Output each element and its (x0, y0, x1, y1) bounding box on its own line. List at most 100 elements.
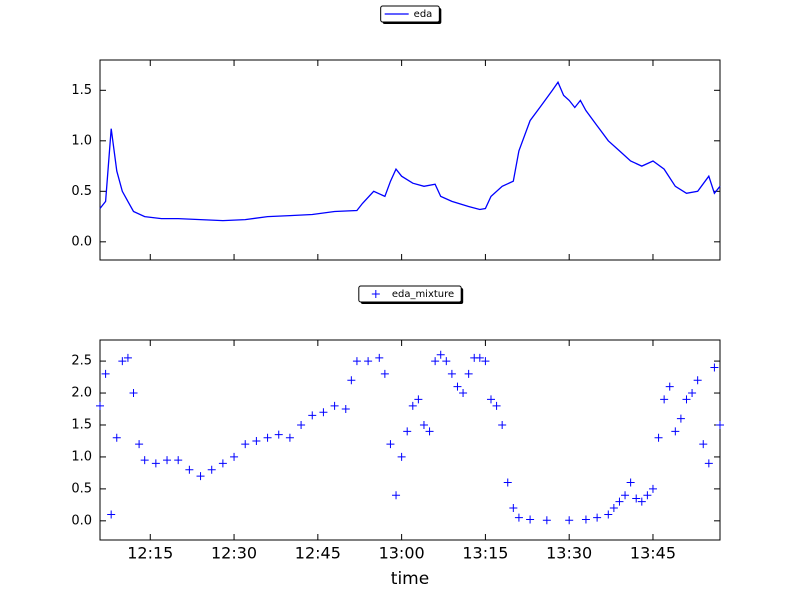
data-point (107, 510, 116, 519)
data-point (207, 465, 216, 474)
data-point (632, 494, 641, 503)
data-point (693, 376, 702, 385)
subplot: 0.0 0.5 1.0 1.5 (71, 59, 721, 261)
data-point (151, 459, 160, 468)
data-point (453, 382, 462, 391)
data-point (704, 459, 713, 468)
data-point (648, 484, 657, 493)
y-tick-label: 0.5 (71, 481, 92, 496)
data-point (386, 440, 395, 449)
data-point (135, 440, 144, 449)
subplot: 0.0 0.5 1.0 1.5 2.0 2.5 12:15 12:30 12:45 13:00 13… (71, 339, 724, 589)
data-point (643, 491, 652, 500)
data-point (347, 376, 356, 385)
data-point (660, 395, 669, 404)
y-tick-label: 1.5 (71, 83, 92, 98)
data-point (96, 401, 104, 410)
data-point (330, 401, 339, 410)
data-point (380, 369, 389, 378)
y-tick-label: 2.5 (71, 354, 92, 369)
x-tick-label: 13:00 (379, 544, 425, 563)
data-point (654, 433, 663, 442)
data-point (481, 357, 490, 366)
data-point (285, 433, 294, 442)
data-point (492, 401, 501, 410)
data-point (447, 369, 456, 378)
data-point (252, 436, 261, 445)
data-point (319, 408, 328, 417)
data-point (581, 515, 590, 524)
data-point (297, 420, 306, 429)
data-point (364, 357, 373, 366)
legend-label: eda_mixture (392, 289, 454, 300)
data-point (118, 357, 127, 366)
data-point (425, 427, 434, 436)
data-point (101, 369, 110, 378)
x-tick-label: 12:15 (127, 544, 173, 563)
data-point (459, 389, 468, 398)
data-point (174, 456, 183, 465)
data-point (615, 497, 624, 506)
data-point (464, 369, 473, 378)
data-point (274, 430, 283, 439)
y-tick-label: 1.5 (71, 417, 92, 432)
data-point (230, 452, 239, 461)
data-point (637, 497, 646, 506)
data-point (593, 513, 602, 522)
data-point (514, 513, 523, 522)
data-point (112, 433, 121, 442)
y-tick-label: 1.0 (71, 449, 92, 464)
data-point (526, 515, 535, 524)
data-point (604, 510, 613, 519)
x-tick-label: 13:15 (462, 544, 508, 563)
data-point (263, 433, 272, 442)
data-point (676, 414, 685, 423)
data-point (123, 353, 132, 362)
data-point (688, 389, 697, 398)
legend-label: eda (414, 9, 433, 20)
data-point (375, 353, 384, 362)
data-point (716, 420, 724, 429)
data-point (185, 465, 194, 474)
data-point (626, 478, 635, 487)
data-point (699, 440, 708, 449)
data-point (431, 357, 440, 366)
data-point (671, 427, 680, 436)
legend-marker (371, 290, 380, 298)
data-point (503, 478, 512, 487)
y-tick-label: 0.0 (71, 234, 92, 249)
data-point (218, 459, 227, 468)
data-point (436, 350, 445, 359)
y-tick-label: 2.0 (71, 386, 92, 401)
data-point (352, 357, 361, 366)
data-point (140, 456, 149, 465)
data-point (196, 472, 205, 481)
plot-area (99, 339, 721, 541)
data-point (408, 401, 417, 410)
legend-box (358, 285, 462, 303)
data-point (621, 491, 630, 500)
data-point (565, 516, 574, 525)
data-point (442, 357, 451, 366)
y-tick-label: 0.5 (71, 184, 92, 199)
x-tick-label: 13:30 (546, 544, 592, 563)
x-tick-label: 12:45 (295, 544, 341, 563)
data-point (498, 420, 507, 429)
data-point (392, 491, 401, 500)
plot-area (99, 59, 721, 261)
data-point (682, 395, 691, 404)
legend-box (380, 5, 440, 23)
data-point (710, 363, 719, 372)
legend: eda (380, 5, 442, 24)
data-point (397, 452, 406, 461)
data-line (99, 80, 721, 222)
x-axis-label: time (391, 569, 429, 589)
data-point (509, 504, 518, 513)
y-tick-label: 0.0 (71, 513, 92, 528)
y-tick-label: 1.0 (71, 133, 92, 148)
data-point (241, 440, 250, 449)
data-point (419, 420, 428, 429)
data-point (475, 353, 484, 362)
data-point (308, 411, 317, 420)
